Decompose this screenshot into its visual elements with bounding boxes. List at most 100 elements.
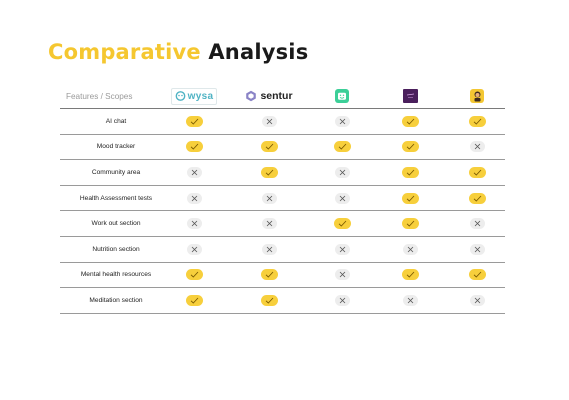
- table-row: AI chat: [60, 109, 505, 135]
- feature-cell: [457, 135, 497, 160]
- feature-cell: [322, 237, 362, 262]
- feature-label: Community area: [91, 168, 141, 176]
- feature-cell: [249, 160, 289, 185]
- wysa-logo-text: wysa: [187, 90, 214, 102]
- no-badge: [402, 294, 418, 306]
- table-row: Meditation section: [60, 288, 505, 314]
- cross-mark-icon: [191, 246, 197, 253]
- cross-mark-icon: [474, 297, 480, 304]
- table-row: Mental health resources: [60, 263, 505, 289]
- feature-cell: [457, 160, 497, 185]
- feature-cell: [322, 288, 362, 313]
- cross-mark-icon: [266, 195, 272, 201]
- check-mark-icon: [473, 118, 481, 125]
- feature-cell: [457, 211, 497, 236]
- check-mark-icon: [265, 169, 273, 176]
- cross-mark-icon: [474, 220, 480, 227]
- feature-cell: [390, 160, 430, 185]
- wysa-logo: wysa: [170, 87, 218, 105]
- check-mark-icon: [406, 220, 414, 227]
- cross-mark-icon: [339, 195, 345, 201]
- feature-cell: [390, 237, 430, 262]
- feature-cell: [174, 211, 214, 236]
- feature-label: AI chat: [105, 117, 127, 125]
- header-app-sentur: sentur: [239, 84, 299, 108]
- yes-badge: [260, 294, 278, 306]
- character-app-icon: [470, 89, 484, 103]
- comparison-table: Features / Scopes wysa sentur: [60, 84, 505, 314]
- feature-label: Health Assessment tests: [79, 194, 153, 202]
- cross-mark-icon: [339, 118, 345, 125]
- wysa-mark-icon: [175, 91, 186, 101]
- cross-mark-icon: [339, 272, 345, 278]
- no-badge: [261, 192, 277, 204]
- yes-badge: [468, 192, 486, 204]
- yes-badge: [401, 141, 419, 153]
- feature-label: Work out section: [91, 220, 141, 228]
- feature-cell: [174, 263, 214, 288]
- cross-mark-icon: [339, 297, 345, 304]
- feature-cell: [322, 135, 362, 160]
- feature-cell: [249, 135, 289, 160]
- feature-cell: [457, 263, 497, 288]
- header-app-4: [390, 84, 430, 108]
- feature-cell: [174, 160, 214, 185]
- cross-mark-icon: [191, 169, 197, 176]
- table-header-row: Features / Scopes wysa sentur: [60, 84, 505, 109]
- feature-cell: [457, 186, 497, 211]
- yes-badge: [401, 218, 419, 230]
- feature-cell: [390, 211, 430, 236]
- feature-cell: [249, 263, 289, 288]
- feature-cell: [174, 135, 214, 160]
- yes-badge: [401, 192, 419, 204]
- check-mark-icon: [265, 272, 273, 278]
- purple-app-icon: [402, 89, 418, 103]
- feature-cell: [249, 288, 289, 313]
- no-badge: [186, 192, 202, 204]
- feature-cell: [457, 109, 497, 134]
- feature-label: Mental health resources: [80, 271, 152, 279]
- no-badge: [469, 294, 485, 306]
- check-mark-icon: [190, 272, 198, 278]
- table-row: Community area: [60, 160, 505, 186]
- feature-cell: [322, 211, 362, 236]
- table-body: AI chat Mood tracker Community area Health …: [60, 109, 505, 314]
- feature-cell: [390, 109, 430, 134]
- title-accent-word: Comparative: [48, 40, 201, 64]
- feature-cell: [457, 237, 497, 262]
- no-badge: [334, 115, 350, 127]
- table-row: Nutrition section: [60, 237, 505, 263]
- feature-cell: [457, 288, 497, 313]
- yes-badge: [333, 218, 351, 230]
- no-badge: [186, 166, 202, 178]
- check-mark-icon: [190, 144, 198, 151]
- yes-badge: [260, 141, 278, 153]
- table-row: Health Assessment tests: [60, 186, 505, 212]
- no-badge: [402, 243, 418, 255]
- check-mark-icon: [406, 272, 414, 278]
- yes-badge: [468, 166, 486, 178]
- yes-badge: [401, 115, 419, 127]
- sentur-hexagon-icon: [246, 90, 257, 102]
- yes-badge: [185, 269, 203, 281]
- no-badge: [334, 166, 350, 178]
- feature-cell: [249, 237, 289, 262]
- feature-cell: [322, 160, 362, 185]
- cross-mark-icon: [474, 246, 480, 253]
- feature-cell: [249, 186, 289, 211]
- feature-cell: [322, 109, 362, 134]
- feature-label: Meditation section: [89, 296, 143, 304]
- check-mark-icon: [338, 144, 346, 151]
- check-mark-icon: [473, 195, 481, 202]
- check-mark-icon: [473, 272, 481, 278]
- title-dark-word: Analysis: [208, 40, 309, 64]
- feature-label: Mood tracker: [96, 143, 136, 151]
- feature-label: Nutrition section: [92, 245, 140, 253]
- no-badge: [469, 243, 485, 255]
- feature-cell: [390, 263, 430, 288]
- cross-mark-icon: [266, 118, 272, 125]
- feature-cell: [174, 288, 214, 313]
- feature-cell: [174, 109, 214, 134]
- check-mark-icon: [338, 220, 346, 227]
- yes-badge: [185, 141, 203, 153]
